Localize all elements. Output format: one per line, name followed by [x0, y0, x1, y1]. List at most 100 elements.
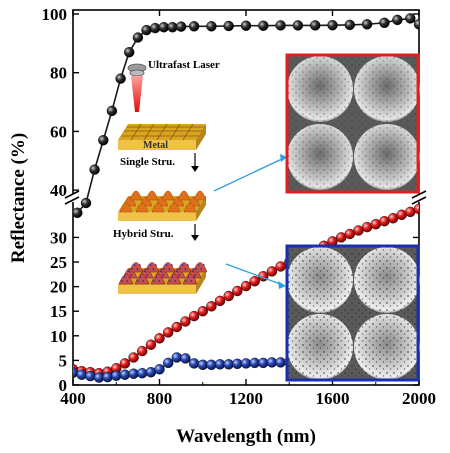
data-point	[180, 353, 191, 364]
data-point	[162, 327, 174, 338]
data-point	[353, 225, 364, 236]
hybrid-structure-icon	[118, 262, 208, 294]
data-point	[240, 280, 252, 292]
data-point	[413, 19, 419, 30]
nanoparticle-icon	[121, 280, 123, 282]
x-tick-label: 1200	[229, 389, 263, 408]
data-point	[145, 339, 157, 350]
data-point	[327, 20, 338, 31]
axis-break-right	[411, 190, 427, 205]
y-tick-label: 60	[50, 122, 67, 141]
data-point	[361, 19, 373, 30]
data-point	[132, 32, 144, 43]
nanoparticle-icon	[194, 274, 197, 276]
nanoparticle-icon	[123, 276, 126, 278]
data-point	[162, 357, 174, 369]
nanoparticle-icon	[152, 268, 155, 270]
data-point	[98, 134, 109, 146]
data-point	[344, 19, 355, 31]
nanoparticle-icon	[149, 264, 152, 266]
data-point	[80, 197, 92, 209]
data-point	[275, 261, 286, 272]
data-point	[188, 310, 200, 322]
nanoparticle-icon	[131, 268, 133, 270]
arrow-head-icon	[191, 235, 199, 241]
data-point	[266, 266, 278, 277]
data-point	[76, 369, 87, 380]
data-point	[379, 17, 390, 28]
y-tick-label: 25	[50, 253, 67, 272]
data-point	[141, 24, 152, 36]
nanoparticle-icon	[190, 280, 193, 282]
cone-icon	[145, 190, 159, 201]
nanoparticle-icon	[181, 264, 184, 266]
nanoparticle-icon	[158, 280, 161, 282]
nanoparticle-icon	[176, 276, 179, 278]
data-point	[275, 357, 286, 368]
nanoparticle-icon	[178, 274, 181, 276]
nanoparticle-icon	[147, 268, 149, 270]
black-series	[73, 13, 419, 218]
y-tick-label: 40	[50, 181, 67, 200]
y-tick-label: 5	[59, 351, 68, 370]
nanoparticle-icon	[126, 280, 129, 282]
nanoparticle-icon	[202, 264, 205, 266]
data-point	[379, 215, 390, 227]
data-point	[206, 301, 217, 312]
hybrid-cone-icon	[176, 262, 192, 273]
data-point	[258, 20, 269, 31]
y-axis-title: Reflectance (%)	[8, 133, 29, 263]
data-point	[240, 20, 252, 31]
laser-icon	[127, 63, 147, 112]
metal-plate-icon	[118, 123, 206, 150]
nanoparticle-icon	[200, 268, 203, 270]
data-point	[232, 285, 243, 297]
data-point	[180, 316, 191, 327]
connector-line	[225, 263, 284, 286]
hybrid-cone-icon	[144, 262, 160, 273]
data-point	[136, 368, 148, 379]
data-point	[128, 352, 139, 363]
data-point	[214, 295, 226, 307]
black-series-line	[76, 17, 419, 214]
nanoparticle-icon	[130, 274, 133, 276]
nanoparticle-icon	[170, 264, 173, 266]
axis-break-left	[64, 190, 80, 205]
nanoparticle-icon	[179, 268, 181, 270]
data-point	[154, 333, 165, 344]
data-point	[223, 290, 234, 302]
y-tick-label: 15	[50, 302, 67, 321]
nanoparticle-icon	[142, 280, 145, 282]
data-point	[197, 306, 209, 317]
data-point	[361, 221, 373, 233]
data-point	[292, 20, 304, 31]
nanoparticle-icon	[192, 276, 195, 278]
y-tick-label: 20	[50, 278, 67, 297]
connector-line	[213, 157, 285, 192]
nanoparticle-icon	[174, 280, 177, 282]
data-point	[405, 13, 416, 24]
hybrid-structure-label: Hybrid Stru.	[113, 228, 174, 240]
cone-icon	[135, 202, 149, 213]
cone-icon	[167, 202, 181, 213]
data-point	[115, 73, 126, 84]
data-point	[413, 203, 419, 215]
nanoparticle-icon	[168, 268, 171, 270]
nanoparticle-icon	[197, 264, 200, 266]
x-axis-title: Wavelength (nm)	[176, 426, 316, 447]
nanoparticle-icon	[162, 274, 165, 276]
single-structure-label: Single Stru.	[120, 156, 175, 168]
data-point	[73, 207, 83, 218]
sem-image-single	[285, 53, 420, 194]
laser-label: Ultrafast Laser	[148, 59, 220, 71]
data-point	[175, 21, 187, 32]
data-point	[123, 47, 135, 58]
nanoparticle-icon	[160, 276, 163, 278]
data-point	[119, 358, 131, 369]
nanoparticle-icon	[138, 264, 141, 266]
data-point	[240, 358, 252, 369]
y-tick-label: 0	[59, 376, 68, 395]
nanoparticle-icon	[184, 268, 187, 270]
nanoparticle-icon	[128, 276, 131, 278]
